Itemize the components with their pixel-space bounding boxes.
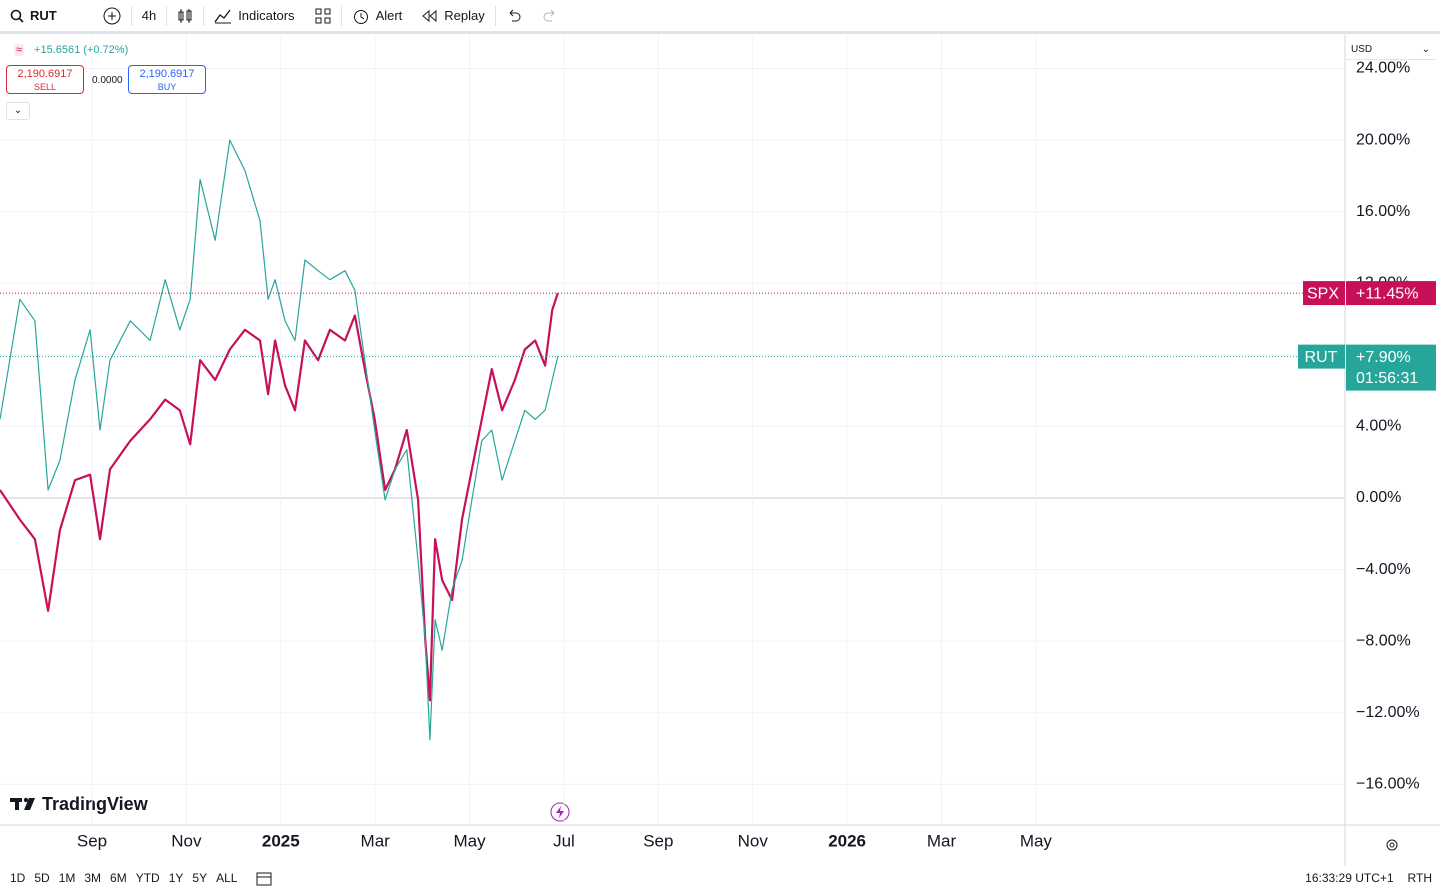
separator (494, 5, 496, 26)
clock: 16:33:29 UTC+1 (1305, 870, 1394, 885)
x-tick-label: May (454, 831, 487, 850)
y-tick-label: 4.00% (1356, 418, 1401, 435)
replay-button[interactable]: Replay (412, 0, 494, 31)
currency-select[interactable]: USD ⌄ (1346, 40, 1436, 60)
y-tick-label: −4.00% (1356, 561, 1411, 578)
last-value-badge (1346, 344, 1436, 391)
x-tick-label: Nov (738, 831, 769, 850)
change: +15.6561 (+0.72%) (34, 44, 129, 56)
x-tick-label: May (1020, 831, 1053, 850)
indicators-icon (214, 9, 232, 23)
separator (166, 5, 168, 26)
session: RTH (1407, 870, 1432, 885)
range-button[interactable]: 1D (10, 870, 26, 885)
x-tick-label: 2026 (828, 831, 866, 850)
last-value-badge (1346, 281, 1436, 306)
templates-button[interactable] (305, 0, 341, 31)
y-tick-label: 24.00% (1356, 60, 1410, 77)
search-icon (10, 9, 24, 23)
range-button[interactable]: ALL (216, 870, 238, 885)
tradingview-logo (10, 797, 35, 810)
buy-label: BUY (157, 82, 177, 92)
symbol-search[interactable]: RUT (0, 0, 67, 31)
event-icon[interactable] (550, 802, 570, 822)
range-button[interactable]: 1M (58, 870, 76, 885)
series-name: SPX (1307, 285, 1339, 302)
x-tick-label: Jul (553, 831, 575, 850)
separator (130, 5, 132, 26)
dropdown-arrow: ⌄ (1421, 44, 1430, 55)
interval-button[interactable]: 4h (132, 0, 166, 31)
separator (340, 5, 342, 26)
currency: USD (1351, 44, 1373, 55)
y-tick-label: 0.00% (1356, 489, 1401, 506)
replay-icon (422, 9, 437, 22)
grid (0, 35, 1345, 825)
range-button[interactable]: 6M (110, 870, 127, 885)
compare-icon: ≈ (14, 44, 25, 56)
sell-button[interactable]: 2,190.6917 SELL (6, 65, 84, 94)
candle-icon (178, 8, 192, 23)
range-button[interactable]: 5D (34, 870, 50, 885)
range-button[interactable]: YTD (135, 870, 160, 885)
series-name-badge (1303, 281, 1345, 306)
chart: TradingView 24.00%20.00%16.00%12.00%8.00… (0, 35, 1440, 866)
range-button[interactable]: 1Y (168, 870, 184, 885)
indicators-label: Indicators (238, 8, 295, 23)
settings-icon[interactable] (1386, 839, 1398, 851)
date-range-icon[interactable] (255, 870, 273, 886)
alert-icon (353, 9, 368, 24)
indicators-button[interactable]: Indicators (204, 0, 304, 31)
status: 16:33:29 UTC+1 RTH (1305, 871, 1432, 885)
undo-button[interactable] (496, 0, 532, 31)
x-tick-label: Mar (361, 831, 391, 850)
symbol: RUT (30, 8, 57, 23)
collapse-button[interactable]: ⌄ (6, 102, 30, 120)
compare-button[interactable] (93, 0, 131, 31)
interval: 4h (141, 8, 157, 23)
series-line (0, 292, 559, 702)
chart-style-button[interactable] (167, 0, 203, 31)
y-tick-label: −16.00% (1356, 776, 1420, 793)
sell-label: SELL (33, 82, 57, 92)
change-row: ≈ +15.6561 (+0.72%) (14, 44, 128, 56)
alert-label: Alert (375, 8, 403, 23)
sell-price: 2,190.6917 (17, 68, 73, 80)
watermark: TradingView (42, 794, 149, 814)
x-tick-label: 2025 (262, 831, 300, 850)
bottom-toolbar: 1D 5D 1M 3M 6M YTD 1Y 5Y ALL 16:33:29 UTC+1 RTH (0, 866, 1440, 889)
last-value-label: +7.90% (1356, 349, 1411, 366)
spread: 0.0000 (92, 75, 123, 86)
plus-icon (103, 7, 121, 24)
redo-icon (543, 9, 555, 21)
series-line (0, 139, 559, 741)
separator (203, 5, 205, 26)
alert-button[interactable]: Alert (342, 0, 413, 31)
range-button[interactable]: 3M (84, 870, 102, 885)
grid-icon (315, 8, 331, 23)
x-tick-label: Sep (77, 831, 107, 850)
buy-button[interactable]: 2,190.6917 BUY (128, 65, 206, 94)
undo-icon (509, 9, 521, 21)
y-tick-label: −12.00% (1356, 704, 1420, 721)
redo-button[interactable] (532, 0, 568, 31)
y-tick-label: −8.00% (1356, 632, 1411, 649)
range-buttons: 1D 5D 1M 3M 6M YTD 1Y 5Y ALL (0, 871, 237, 885)
x-tick-label: Nov (171, 831, 202, 850)
buy-price: 2,190.6917 (139, 68, 195, 80)
series-name-badge (1298, 344, 1345, 369)
countdown: 01:56:31 (1356, 370, 1418, 387)
top-toolbar: RUT 4h Indicators Alert Replay (0, 0, 1440, 34)
y-tick-label: 16.00% (1356, 203, 1410, 220)
y-tick-label: 20.00% (1356, 131, 1410, 148)
last-value-label: +11.45% (1356, 285, 1418, 302)
range-button[interactable]: 5Y (192, 870, 208, 885)
series-name: RUT (1305, 349, 1338, 366)
x-tick-label: Sep (643, 831, 673, 850)
replay-label: Replay (444, 8, 485, 23)
x-tick-label: Mar (927, 831, 957, 850)
